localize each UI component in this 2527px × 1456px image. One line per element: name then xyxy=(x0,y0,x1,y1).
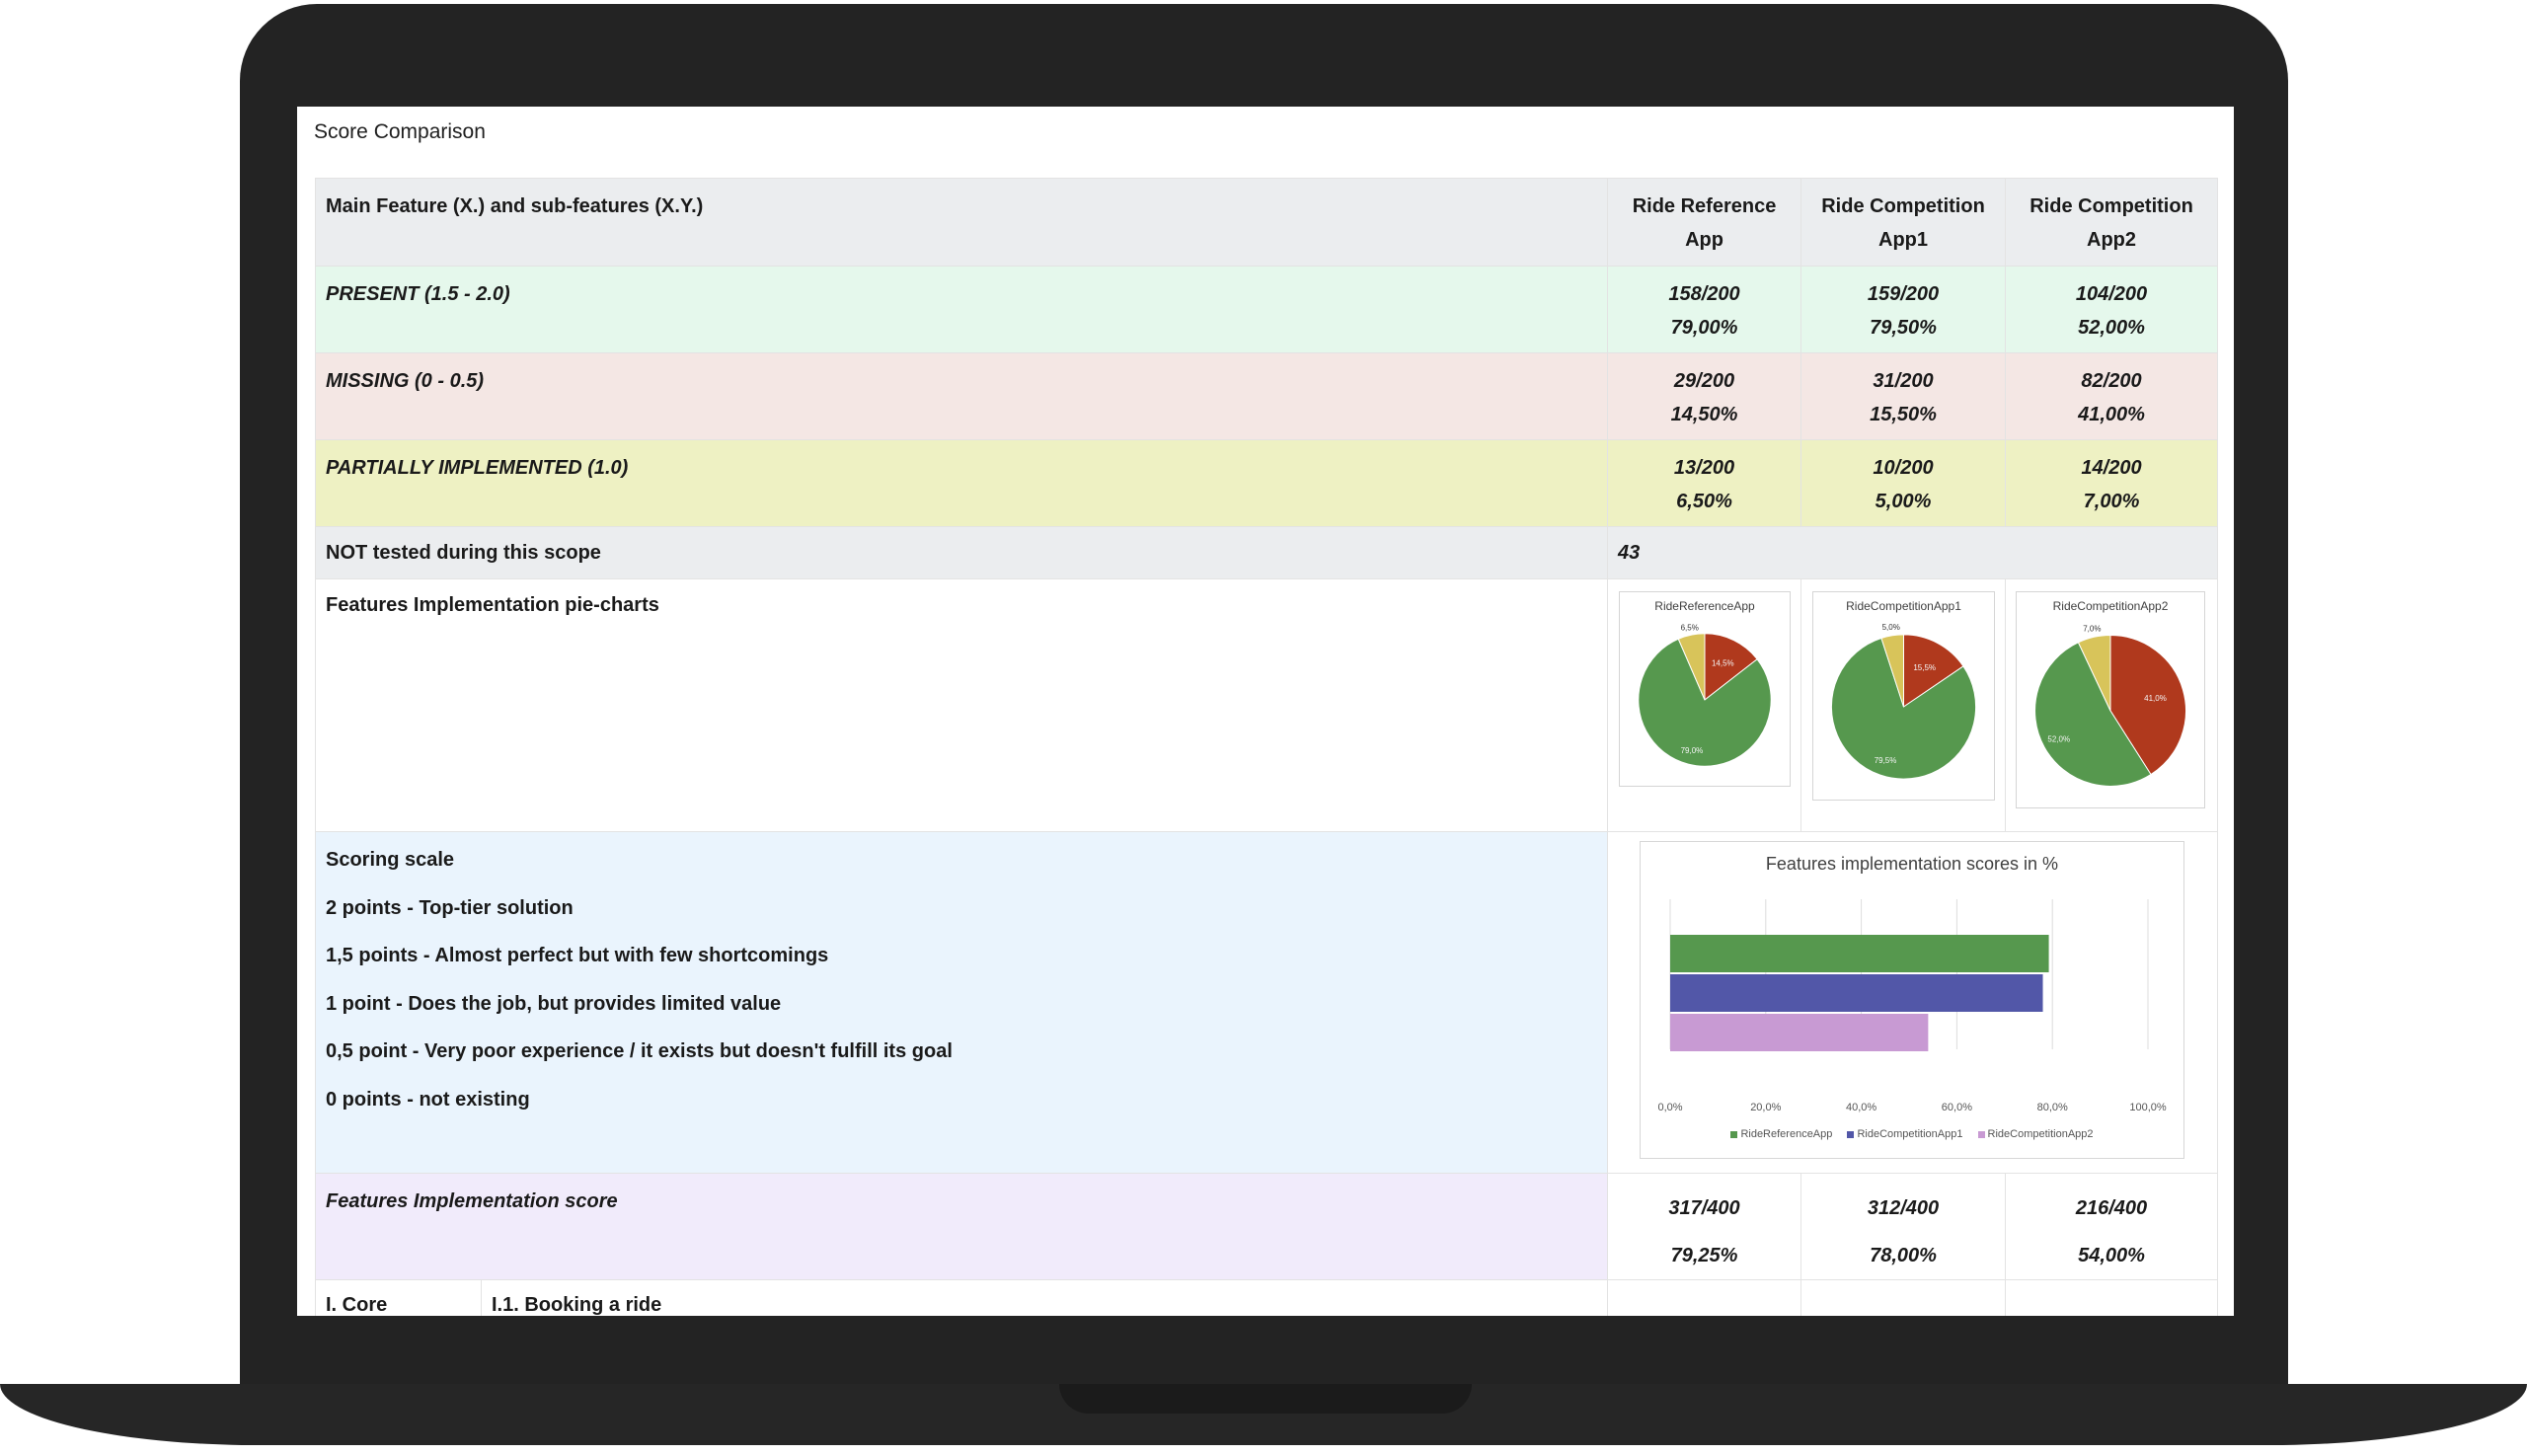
scale-line: 1,5 points - Almost perfect but with few… xyxy=(326,945,829,966)
bar-chart-title: Features implementation scores in % xyxy=(1765,854,2059,874)
pie-data-label: 41,0% xyxy=(2144,694,2167,703)
value-cell: 104/200 52,00% xyxy=(2005,266,2219,353)
scale-line: 0 points - not existing xyxy=(326,1088,530,1111)
x-tick-label: 60,0% xyxy=(1942,1102,1972,1113)
bar-chart: Features implementation scores in % 0,0%… xyxy=(1640,841,2184,1159)
pie-chart-reference: RideReferenceApp 14,5% 79,0% 6,5% xyxy=(1619,591,1791,787)
legend-item: RideReferenceApp xyxy=(1730,1128,1832,1140)
pie-slice-partial xyxy=(1880,634,1904,708)
col-header-app1: Ride Competition App1 xyxy=(1800,178,2007,267)
value-cell: 10/200 5,00% xyxy=(1800,439,2007,527)
value-cell: 317/400 79,25% xyxy=(1607,1173,1802,1280)
bar-chart-legend: RideReferenceApp RideCompetitionApp1 Rid… xyxy=(1641,1128,2183,1140)
pie-data-label: 14,5% xyxy=(1712,659,1734,668)
pie-data-label: 79,5% xyxy=(1875,756,1897,765)
feature-header: Main Feature (X.) and sub-features (X.Y.… xyxy=(314,178,1609,267)
core-sub-feature: I.1. Booking a ride xyxy=(480,1279,1609,1316)
value-cell: 312/400 78,00% xyxy=(1800,1173,2007,1280)
row-label: PARTIALLY IMPLEMENTED (1.0) xyxy=(314,439,1609,527)
laptop-notch xyxy=(1059,1384,1472,1414)
legend-item: RideCompetitionApp2 xyxy=(1977,1128,2094,1140)
value-cell: 158/200 79,00% xyxy=(1607,266,1802,353)
col-header-app2: Ride Competition App2 xyxy=(2005,178,2219,267)
scoring-scale-cell: Scoring scale 2 points - Top-tier soluti… xyxy=(314,831,1609,1174)
value-cell: 29/200 14,50% xyxy=(1607,352,1802,440)
bar-RideCompetitionApp2 xyxy=(1670,1014,1929,1051)
value-cell: 31/200 15,50% xyxy=(1800,352,2007,440)
pie-title: RideCompetitionApp2 xyxy=(2052,599,2169,613)
table-row-not-tested: NOT tested during this scope 43 xyxy=(314,526,2219,579)
x-tick-label: 0,0% xyxy=(1657,1102,1682,1113)
table-row-partial: PARTIALLY IMPLEMENTED (1.0) 13/200 6,50% … xyxy=(314,439,2219,527)
pie-data-label: 79,0% xyxy=(1681,746,1704,755)
value-cell: 216/400 54,00% xyxy=(2005,1173,2219,1280)
value-cell: 14/200 7,00% xyxy=(2005,439,2219,527)
table-row-core: I. Core I.1. Booking a ride xyxy=(315,1279,2219,1316)
scale-line: 1 point - Does the job, but provides lim… xyxy=(326,992,782,1015)
pie-slice-partial xyxy=(1677,633,1706,701)
col-header-reference: Ride Reference App xyxy=(1607,178,1802,267)
pie-data-label: 15,5% xyxy=(1913,663,1936,672)
pie-slice-present xyxy=(1830,637,1977,780)
scale-title: Scoring scale xyxy=(326,849,455,871)
scale-line: 2 points - Top-tier solution xyxy=(326,896,574,919)
legend-swatch xyxy=(1977,1130,1985,1138)
value-cell: 82/200 41,00% xyxy=(2005,352,2219,440)
pie-slice-present xyxy=(2034,642,2152,787)
pie-slice-missing xyxy=(1903,634,1964,708)
row-label: NOT tested during this scope xyxy=(314,526,1609,579)
pie-data-label: 5,0% xyxy=(1882,623,1900,632)
legend-swatch xyxy=(1847,1130,1855,1138)
pie-chart-app1: RideCompetitionApp1 15,5% 79,5% 5,0% xyxy=(1812,591,1995,801)
legend-swatch xyxy=(1730,1130,1738,1138)
x-tick-label: 80,0% xyxy=(2037,1102,2068,1113)
pie-title: RideCompetitionApp1 xyxy=(1846,599,1961,613)
row-label: Features Implementation score xyxy=(314,1173,1609,1280)
x-tick-label: 40,0% xyxy=(1846,1102,1876,1113)
scale-line: 0,5 point - Very poor experience / it ex… xyxy=(326,1040,953,1062)
table-row-present: PRESENT (1.5 - 2.0) 158/200 79,00% 159/20… xyxy=(314,266,2219,353)
pie-data-label: 6,5% xyxy=(1681,623,1699,632)
page-title: Score Comparison xyxy=(314,120,486,143)
not-tested-count: 43 xyxy=(1607,526,2219,579)
row-label: MISSING (0 - 0.5) xyxy=(314,352,1609,440)
row-label: Features Implementation pie-charts xyxy=(314,578,1609,832)
pie-title: RideReferenceApp xyxy=(1654,599,1755,613)
pie-data-label: 7,0% xyxy=(2083,624,2101,633)
x-tick-label: 20,0% xyxy=(1750,1102,1781,1113)
x-tick-label: 100,0% xyxy=(2129,1102,2167,1113)
table-header-row: Main Feature (X.) and sub-features (X.Y.… xyxy=(314,178,2219,267)
pie-slice-partial xyxy=(2077,635,2111,712)
app-screen: Score Comparison Main Feature (X.) and s… xyxy=(297,107,2234,1316)
value-cell: 13/200 6,50% xyxy=(1607,439,1802,527)
bar-RideCompetitionApp1 xyxy=(1670,974,2043,1012)
value-cell: 159/200 79,50% xyxy=(1800,266,2007,353)
pie-data-label: 52,0% xyxy=(2047,735,2070,744)
table-row-missing: MISSING (0 - 0.5) 29/200 14,50% 31/200 15,… xyxy=(314,352,2219,440)
pie-slice-present xyxy=(1638,638,1772,767)
row-label: PRESENT (1.5 - 2.0) xyxy=(314,266,1609,353)
table-row-score: Features Implementation score 317/400 79,… xyxy=(314,1173,2219,1280)
bar-RideReferenceApp xyxy=(1670,935,2049,972)
core-main-feature: I. Core xyxy=(315,1279,482,1316)
pie-slice-missing xyxy=(1704,633,1758,702)
legend-item: RideCompetitionApp1 xyxy=(1847,1128,1962,1140)
pie-chart-app2: RideCompetitionApp2 41,0% 52,0% 7,0% xyxy=(2016,591,2205,808)
